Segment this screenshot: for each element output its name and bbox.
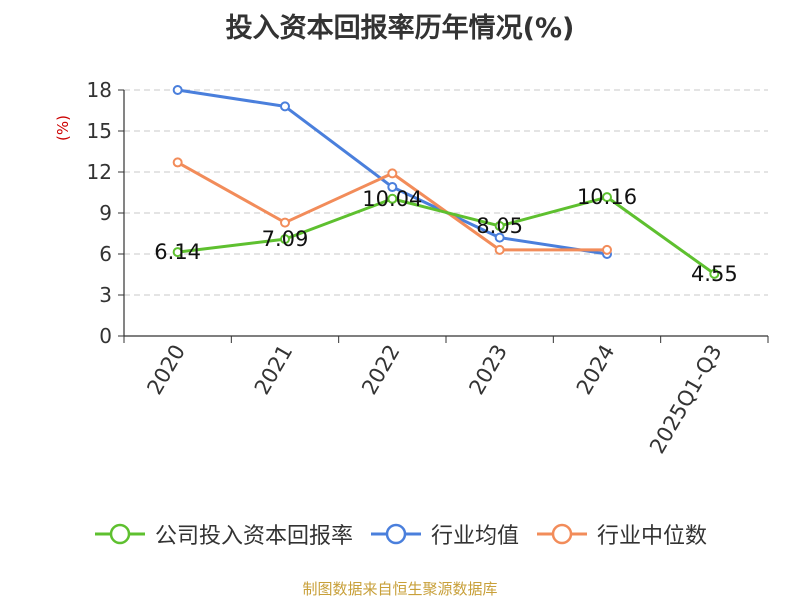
legend-marker-icon bbox=[537, 523, 587, 545]
data-point-industry-median bbox=[602, 244, 612, 255]
legend: 公司投入资本回报率 行业均值 行业中位数 bbox=[0, 518, 800, 550]
data-point-industry-mean bbox=[494, 232, 505, 243]
legend-label: 行业中位数 bbox=[597, 524, 708, 549]
legend-marker-icon bbox=[94, 523, 145, 545]
legend-label: 公司投入资本回报率 bbox=[154, 524, 353, 549]
data-point-company-roic bbox=[602, 192, 612, 203]
legend-marker-icon bbox=[370, 523, 421, 545]
data-label: 4.55 bbox=[691, 262, 738, 286]
legend-item-company-roic[interactable]: 公司投入资本回报率 bbox=[93, 518, 353, 550]
data-point-company-roic bbox=[494, 220, 505, 231]
data-point-industry-mean bbox=[280, 101, 290, 112]
data-point-company-roic bbox=[387, 193, 398, 204]
data-point-industry-median bbox=[387, 168, 398, 179]
legend-item-industry-median[interactable]: 行业中位数 bbox=[535, 518, 707, 550]
data-label: 8.05 bbox=[476, 214, 523, 238]
data-point-company-roic bbox=[172, 247, 183, 258]
data-label: 10.16 bbox=[577, 185, 637, 209]
y-tick-label: 12 bbox=[87, 160, 112, 184]
legend-label: 行业均值 bbox=[430, 524, 519, 549]
y-tick-label: 3 bbox=[99, 283, 112, 307]
y-tick-label: 18 bbox=[87, 78, 112, 102]
y-tick-label: 6 bbox=[99, 242, 112, 266]
x-tick-label: 2021 bbox=[250, 341, 298, 399]
data-point-industry-median bbox=[172, 157, 183, 168]
y-axis-label: (%) bbox=[54, 115, 72, 141]
series-line-company-roic bbox=[177, 195, 716, 276]
x-tick-label: 2024 bbox=[572, 341, 620, 399]
x-tick-label: 2025Q1-Q3 bbox=[645, 341, 727, 458]
data-point-company-roic bbox=[709, 268, 720, 279]
data-label: 10.04 bbox=[362, 187, 422, 211]
data-point-industry-mean bbox=[387, 182, 398, 193]
x-tick-label: 2020 bbox=[142, 341, 190, 399]
x-tick-label: 2022 bbox=[357, 341, 405, 399]
y-tick-label: 9 bbox=[99, 201, 112, 225]
data-point-industry-median bbox=[494, 244, 505, 255]
legend-item-industry-mean[interactable]: 行业均值 bbox=[369, 518, 519, 550]
x-tick-label: 2023 bbox=[464, 340, 512, 398]
data-point-industry-mean bbox=[172, 85, 183, 95]
source-note: 制图数据来自恒生聚源数据库 bbox=[302, 580, 498, 598]
y-tick-label: 0 bbox=[99, 324, 112, 348]
chart-title: 投入资本回报率历年情况(%) bbox=[225, 13, 575, 44]
data-point-company-roic bbox=[280, 234, 290, 245]
data-point-industry-median bbox=[280, 217, 290, 228]
y-tick-label: 15 bbox=[87, 119, 112, 143]
data-label: 6.14 bbox=[154, 240, 201, 264]
data-label: 7.09 bbox=[262, 227, 309, 251]
